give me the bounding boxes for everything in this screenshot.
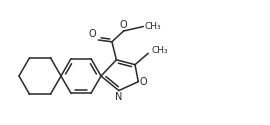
- Text: O: O: [89, 29, 96, 39]
- Text: CH₃: CH₃: [151, 46, 168, 55]
- Text: CH₃: CH₃: [144, 22, 161, 31]
- Text: O: O: [139, 77, 147, 87]
- Text: O: O: [120, 20, 127, 30]
- Text: N: N: [115, 92, 123, 102]
